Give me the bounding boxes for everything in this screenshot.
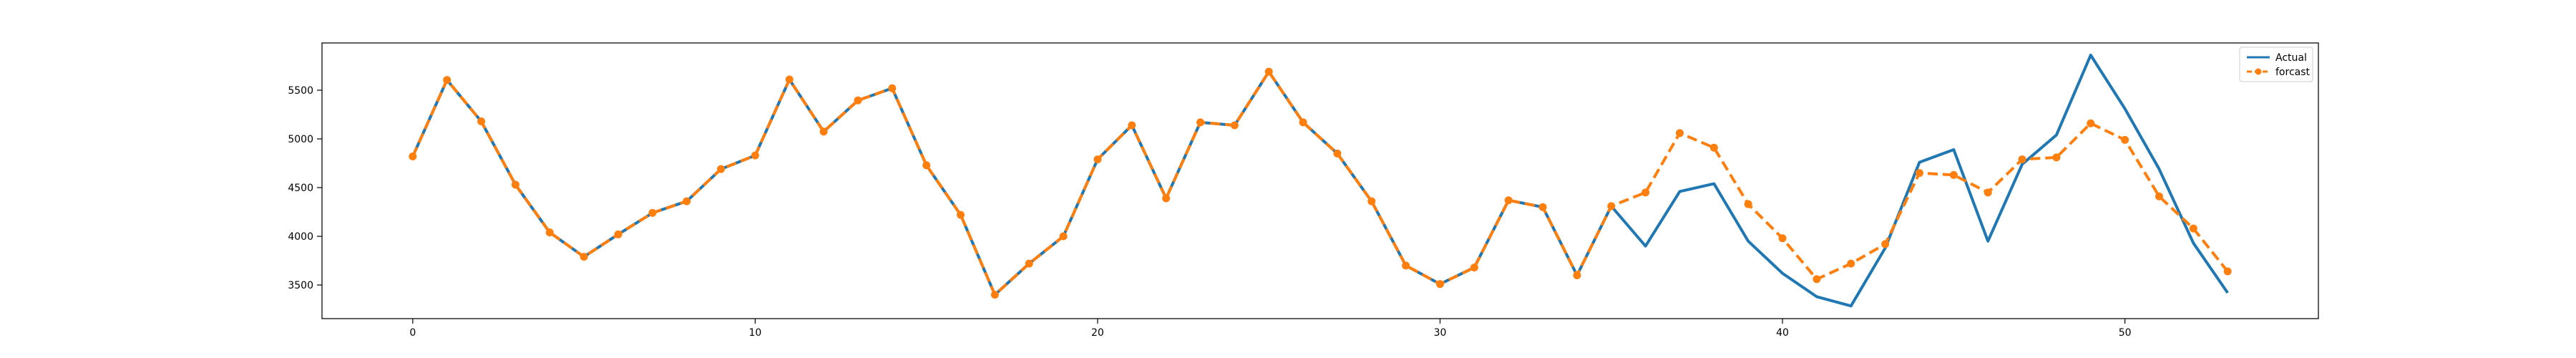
forcast-point [1128, 121, 1136, 130]
forcast-point [717, 165, 726, 173]
forcast-series-line [411, 70, 2229, 296]
forcast-point [1162, 194, 1171, 203]
forcast-point [2223, 267, 2232, 276]
forcast-point [819, 127, 828, 136]
plot-frame [321, 42, 2319, 319]
forcast-point [1025, 259, 1033, 268]
forcast-point [1984, 188, 1992, 197]
forcast-point [2155, 192, 2163, 200]
forcast-point [2121, 135, 2129, 144]
legend-forcast-marker [2255, 68, 2262, 75]
forcast-point [511, 180, 519, 189]
forcast-point [1093, 155, 1102, 164]
x-tick-label: 10 [748, 327, 761, 339]
legend-forcast-label: forcast [2275, 67, 2311, 78]
forcast-point [990, 291, 999, 299]
forcast-point [1470, 263, 1478, 272]
forcast-point [409, 152, 417, 160]
forcast-point [2018, 155, 2026, 164]
series-layer [409, 54, 2232, 308]
forcast-point [1435, 280, 1444, 289]
y-tick-label: 5500 [288, 85, 313, 97]
forcast-point [1367, 197, 1376, 205]
forcast-point [443, 76, 452, 84]
forcast-point [1402, 261, 1410, 270]
forcast-point [1230, 121, 1239, 130]
x-axis: 0 10 20 30 40 50 [409, 319, 2132, 339]
y-tick-label: 4500 [288, 183, 313, 194]
forcast-point [648, 208, 657, 217]
actual-series-line [411, 54, 2229, 308]
x-tick-label: 20 [1091, 327, 1104, 339]
forcast-point [1196, 118, 1205, 127]
y-tick-label: 5000 [288, 134, 313, 145]
forcast-point [1333, 149, 1342, 158]
forcast-point [683, 197, 691, 205]
legend-actual-label: Actual [2275, 52, 2307, 64]
forcast-point [1709, 143, 1718, 152]
y-tick-label: 3500 [288, 280, 313, 291]
x-tick-label: 50 [2119, 327, 2132, 339]
forcast-point [1675, 129, 1684, 137]
x-tick-label: 0 [409, 327, 416, 339]
forcast-point [1915, 169, 1923, 178]
forcast-point [888, 84, 897, 92]
x-tick-label: 40 [1776, 327, 1789, 339]
forcast-point [545, 228, 554, 237]
forcast-point [854, 96, 862, 105]
forcast-point [957, 211, 965, 219]
forcast-point [477, 117, 486, 126]
forcast-point [1641, 188, 1650, 197]
forcast-point [2087, 119, 2095, 127]
forcast-point [785, 75, 794, 84]
x-tick-label: 30 [1434, 327, 1447, 339]
forcast-point [2052, 153, 2061, 162]
forcast-point [1778, 234, 1787, 243]
forcast-point [751, 151, 759, 160]
forcast-point [580, 253, 588, 261]
forcast-point [1538, 203, 1547, 211]
y-axis: 3500 4000 4500 5000 5500 [288, 85, 322, 291]
forcast-point [1607, 202, 1616, 211]
forcast-point [1264, 67, 1273, 76]
forcast-point [2189, 224, 2197, 233]
y-tick-label: 4000 [288, 231, 313, 243]
forcast-point [1881, 240, 1890, 248]
forcast-point [614, 230, 623, 238]
forcast-point [1504, 196, 1513, 205]
forcast-point [1744, 200, 1752, 208]
forcast-point [1299, 118, 1307, 127]
forcast-point [1573, 271, 1581, 279]
legend: Actual forcast [2239, 47, 2313, 82]
forcast-point [1847, 259, 1855, 268]
forcast-point [1949, 170, 1958, 179]
forcast-point [1813, 275, 1821, 284]
forcast-point [922, 161, 931, 170]
forcast-point [1059, 232, 1068, 241]
